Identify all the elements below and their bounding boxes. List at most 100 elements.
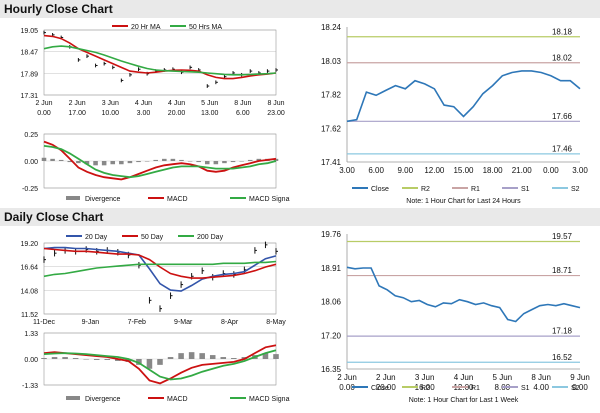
level-label-s1: 17.66 bbox=[552, 112, 573, 121]
divergence-bar bbox=[62, 357, 68, 359]
divergence-bar bbox=[84, 161, 90, 165]
y-tick-label: 17.89 bbox=[20, 71, 38, 78]
line-macd-signal bbox=[43, 145, 277, 179]
y-tick-label: 17.31 bbox=[20, 93, 38, 100]
x-tick-label: 8-Apr bbox=[221, 319, 239, 326]
x-tick-label: 2 Jun bbox=[376, 373, 396, 382]
legend-macd-signal-label: MACD Signal Line bbox=[249, 396, 290, 403]
legend-divergence-label: Divergence bbox=[85, 196, 121, 203]
divergence-bar bbox=[41, 358, 47, 359]
x-tick-label: 0.00 bbox=[572, 383, 588, 392]
legend-ma-1-label: 50 Hrs MA bbox=[189, 24, 222, 31]
y-tick-label: 18.24 bbox=[321, 23, 342, 32]
divergence-bar bbox=[199, 353, 205, 359]
level-label-r2: 18.18 bbox=[552, 27, 573, 36]
x-tick-label: 9 Jun bbox=[570, 373, 590, 382]
divergence-bar bbox=[50, 158, 55, 161]
x-tick-label: 3.00 bbox=[572, 166, 588, 175]
divergence-bar bbox=[247, 159, 253, 161]
x-tick-label: 8 Jun bbox=[267, 100, 284, 107]
divergence-bar bbox=[179, 159, 184, 161]
divergence-bar bbox=[110, 161, 116, 165]
y-tick-label: 17.82 bbox=[321, 91, 342, 100]
divergence-bar bbox=[115, 359, 121, 361]
divergence-bar bbox=[136, 359, 142, 365]
legend-r2-label: R2 bbox=[421, 385, 430, 392]
hourly-section-title: Hourly Close Chart bbox=[0, 0, 600, 18]
legend-s2-label: S2 bbox=[571, 186, 580, 193]
level-label-s2: 16.52 bbox=[552, 353, 573, 362]
divergence-bar bbox=[262, 353, 269, 359]
y-tick-label: 1.33 bbox=[24, 331, 38, 338]
divergence-bar bbox=[231, 358, 237, 359]
x-tick-label: 8 Jun bbox=[234, 100, 251, 107]
x-tick-label: 8 Jun bbox=[531, 373, 551, 382]
divergence-bar bbox=[222, 161, 227, 164]
x-tick-label: 21.00 bbox=[512, 166, 533, 175]
legend-divergence-swatch bbox=[66, 196, 80, 200]
x-tick-label: 2 Jun bbox=[69, 100, 86, 107]
x-tick-label: 0.00 bbox=[543, 166, 559, 175]
x-tick-label: 4 Jun bbox=[135, 100, 152, 107]
pivot-note: Note: 1 Hour Chart for Last 1 Week bbox=[409, 397, 519, 404]
divergence-bar bbox=[213, 161, 219, 165]
line-macd bbox=[43, 140, 277, 181]
line-20-day bbox=[43, 246, 277, 292]
line-macd-signal bbox=[43, 349, 277, 381]
divergence-bar bbox=[104, 359, 111, 360]
line-200-day bbox=[43, 260, 277, 278]
x-tick-label: 13.00 bbox=[201, 110, 219, 117]
y-tick-label: 16.64 bbox=[20, 265, 38, 272]
divergence-bar bbox=[239, 161, 244, 162]
y-tick-label: 18.47 bbox=[20, 50, 38, 57]
legend-macd-signal-label: MACD Signal Line bbox=[249, 196, 290, 203]
x-tick-label: 3.00 bbox=[339, 166, 355, 175]
divergence-bar bbox=[178, 353, 184, 359]
legend-close-label: Close bbox=[371, 186, 389, 193]
divergence-bar bbox=[101, 161, 107, 166]
legend-close-label: Close bbox=[371, 385, 389, 392]
hourly-macd-chart: 0.25 0.00 -0.25 Divergence MACD MACD Signal L… bbox=[22, 132, 290, 203]
y-tick-label: 0.00 bbox=[24, 357, 38, 364]
y-tick-label: 19.20 bbox=[20, 241, 38, 248]
divergence-bar bbox=[93, 161, 98, 166]
x-tick-label: 20.00 bbox=[376, 383, 397, 392]
divergence-bar bbox=[196, 161, 201, 163]
pivot-note: Note: 1 Hour Chart for Last 24 Hours bbox=[406, 198, 521, 205]
line-close bbox=[346, 266, 581, 323]
x-tick-label: 9-Jan bbox=[82, 319, 100, 326]
x-tick-label: 4.00 bbox=[533, 383, 549, 392]
level-label-r1: 18.71 bbox=[552, 266, 573, 275]
level-label-r2: 19.57 bbox=[552, 232, 573, 241]
divergence-bar bbox=[127, 161, 133, 164]
y-tick-label: 18.03 bbox=[321, 57, 342, 66]
y-tick-label: 0.00 bbox=[24, 159, 38, 166]
x-tick-label: 5 Jun bbox=[201, 100, 218, 107]
x-tick-label: 17.00 bbox=[68, 110, 86, 117]
legend-ma-1-label: 50 Day bbox=[141, 234, 164, 241]
x-tick-label: 7-Feb bbox=[128, 319, 146, 326]
divergence-bar bbox=[256, 158, 262, 161]
line-20-hr-ma bbox=[43, 34, 277, 80]
line-50-hrs-ma bbox=[43, 45, 277, 76]
divergence-bar bbox=[167, 357, 174, 359]
legend-ma-0-label: 20 Day bbox=[85, 234, 108, 241]
legend-divergence-label: Divergence bbox=[85, 396, 121, 403]
legend-r1-label: R1 bbox=[471, 186, 480, 193]
level-label-r1: 18.02 bbox=[552, 53, 573, 62]
x-tick-label: 3.00 bbox=[137, 110, 151, 117]
level-label-s2: 17.46 bbox=[552, 144, 573, 153]
x-tick-label: 2 Jun bbox=[337, 373, 357, 382]
divergence-bar bbox=[146, 359, 153, 369]
x-tick-label: 23.00 bbox=[267, 110, 285, 117]
x-tick-label: 12.00 bbox=[424, 166, 445, 175]
x-tick-label: 18.00 bbox=[483, 166, 504, 175]
legend-ma-0-label: 20 Hr MA bbox=[131, 24, 161, 31]
y-tick-label: 17.20 bbox=[321, 331, 342, 340]
legend-r1-label: R1 bbox=[471, 385, 480, 392]
x-tick-label: 0.00 bbox=[339, 383, 355, 392]
plot-frame bbox=[43, 242, 277, 315]
y-tick-label: 11.52 bbox=[21, 312, 38, 319]
line-close bbox=[346, 70, 581, 123]
x-tick-label: 6.00 bbox=[236, 110, 250, 117]
